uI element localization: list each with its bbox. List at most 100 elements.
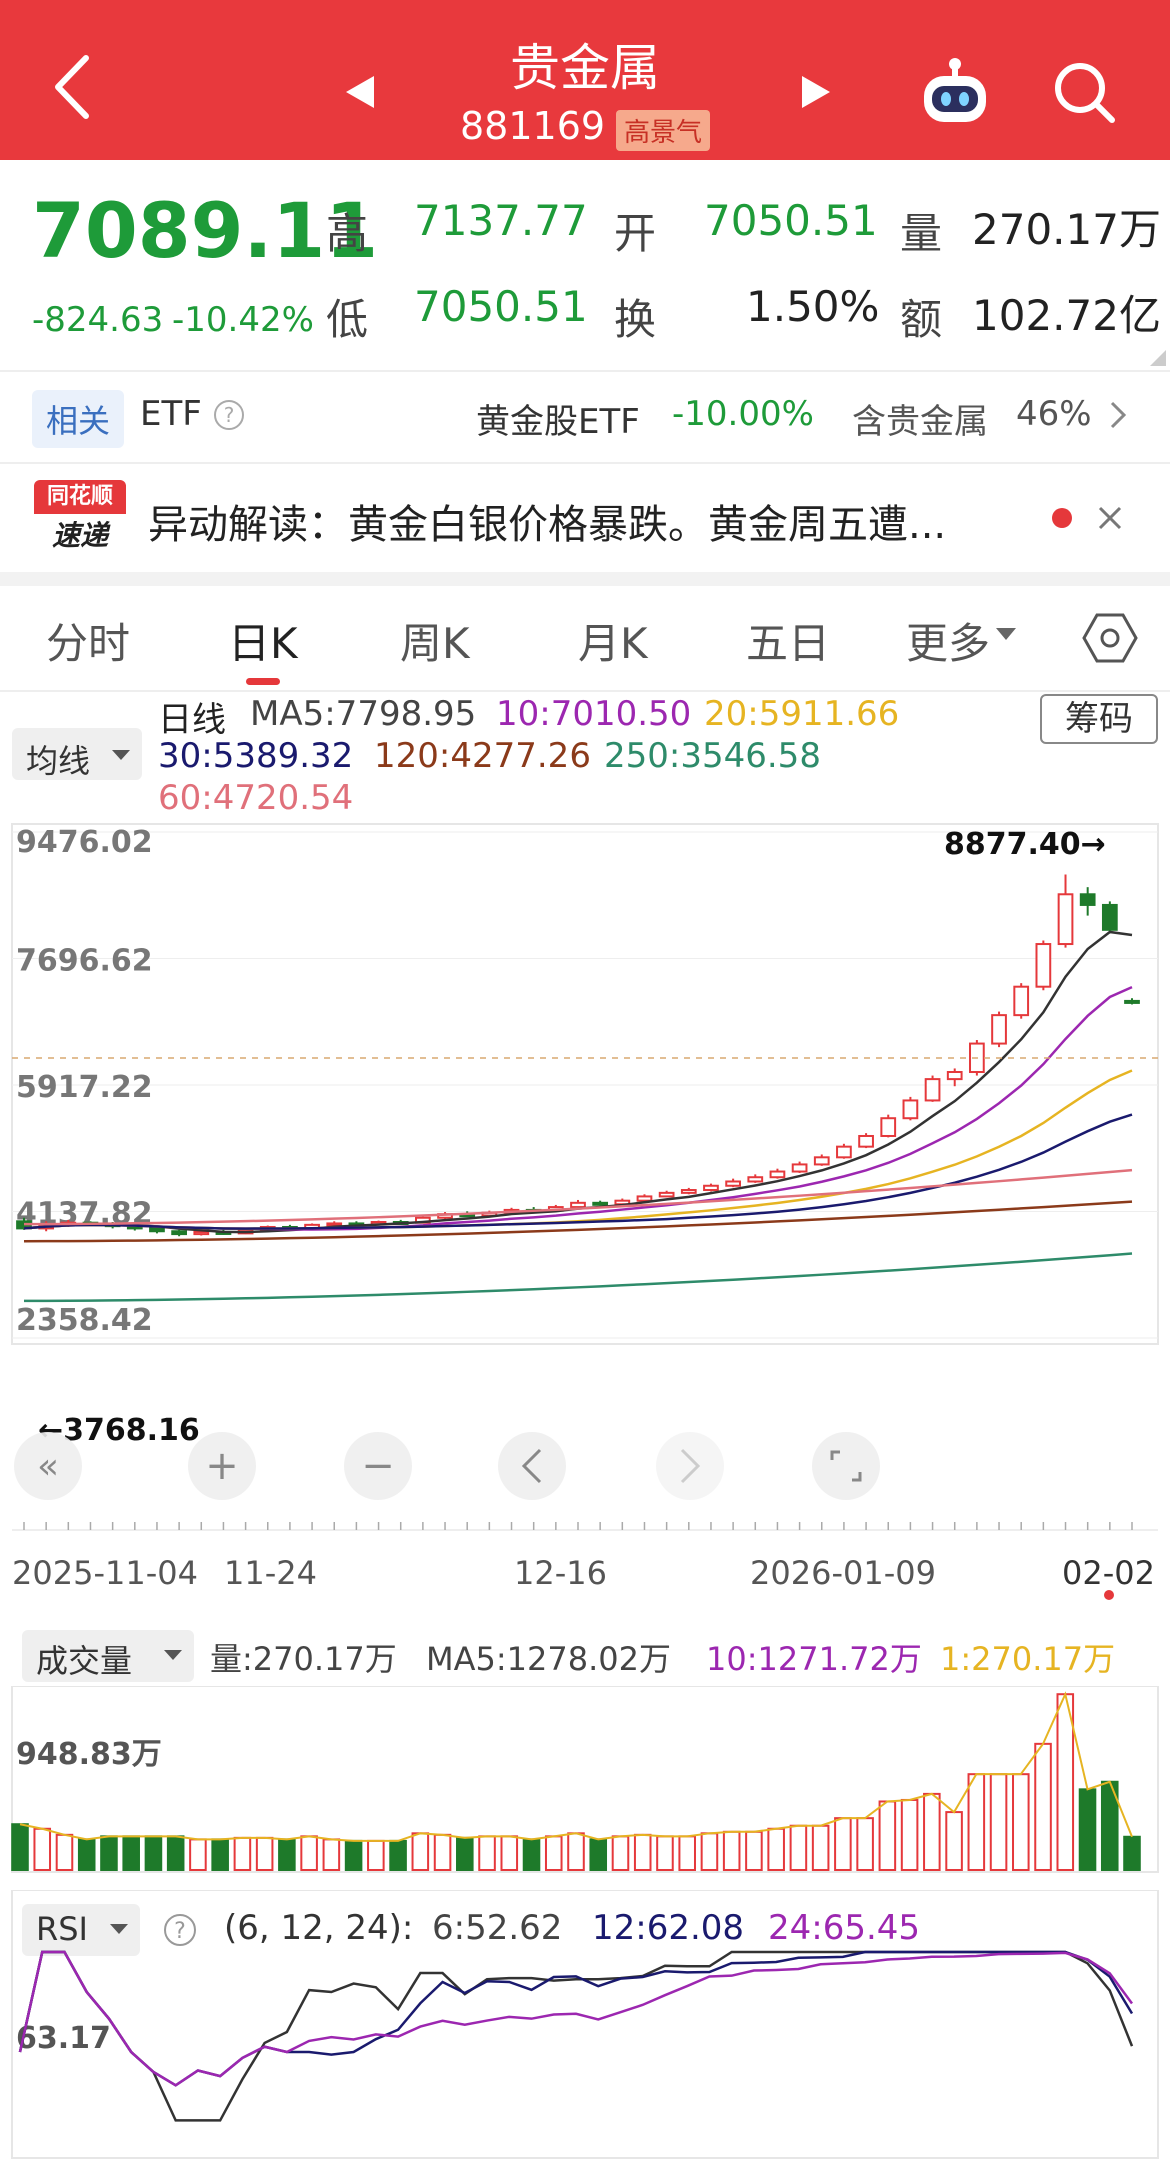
candle-body bbox=[680, 1189, 697, 1194]
close-icon[interactable] bbox=[1094, 502, 1126, 534]
volume-bar bbox=[278, 1838, 296, 1872]
open-label: 开 bbox=[614, 209, 657, 258]
next-stock-icon[interactable] bbox=[796, 72, 836, 112]
volume-bar bbox=[389, 1839, 407, 1872]
etf-label: ETF bbox=[140, 394, 202, 434]
volume-bar bbox=[411, 1832, 430, 1872]
news-bar[interactable]: 同花顺 速递 异动解读：黄金白银价格暴跌。黄金周五遭... bbox=[0, 462, 1170, 586]
scroll-right-button[interactable] bbox=[656, 1432, 724, 1500]
candle-body bbox=[791, 1163, 808, 1173]
candle-body bbox=[836, 1145, 852, 1159]
volume-bar bbox=[878, 1800, 897, 1871]
rsi-selector[interactable]: RSI bbox=[22, 1904, 140, 1956]
candle-body bbox=[902, 1099, 919, 1120]
corner-fold-icon bbox=[1150, 350, 1166, 366]
robot-assistant-icon[interactable] bbox=[918, 56, 992, 126]
candle-body bbox=[924, 1078, 941, 1102]
help-icon[interactable]: ? bbox=[162, 1912, 198, 1948]
volume-bar bbox=[522, 1838, 541, 1872]
tab-daily-k[interactable]: 日K bbox=[228, 619, 298, 668]
ma10-line bbox=[23, 985, 1133, 1231]
amount-value: 102.72亿 bbox=[972, 291, 1161, 340]
candle-body bbox=[703, 1184, 719, 1192]
ma60-line bbox=[23, 1168, 1133, 1226]
candle-body bbox=[858, 1134, 874, 1148]
y-tick-label: 9476.02 bbox=[16, 825, 153, 860]
scroll-left-button[interactable] bbox=[498, 1432, 566, 1500]
volume-bar bbox=[344, 1839, 363, 1872]
back-arrow-icon[interactable] bbox=[48, 52, 98, 122]
prev-stock-icon[interactable] bbox=[340, 72, 380, 112]
y-tick-label: 2358.42 bbox=[16, 1303, 153, 1338]
open-value: 7050.51 bbox=[704, 196, 878, 245]
period-label: 日线 bbox=[158, 700, 226, 740]
svg-text:+: + bbox=[205, 1443, 239, 1489]
candle-body bbox=[747, 1176, 764, 1183]
volume-bar bbox=[834, 1817, 852, 1872]
candle-body bbox=[193, 1230, 210, 1236]
rsi6-value: 6:52.62 bbox=[432, 1908, 563, 1948]
zoom-out-button[interactable]: − bbox=[344, 1432, 412, 1500]
ths-express-logo: 同花顺 速递 bbox=[34, 480, 126, 556]
search-icon[interactable] bbox=[1052, 60, 1116, 124]
tab-weekly-k[interactable]: 周K bbox=[400, 619, 470, 668]
volume-bar bbox=[500, 1835, 519, 1872]
price-change: -824.63 bbox=[32, 300, 164, 340]
volume-bar bbox=[722, 1830, 741, 1872]
unread-dot-icon bbox=[1052, 508, 1072, 528]
stock-code: 881169 bbox=[460, 104, 606, 148]
volume-bar bbox=[989, 1773, 1008, 1871]
tab-five-day[interactable]: 五日 bbox=[746, 619, 831, 668]
high-value: 7137.77 bbox=[414, 196, 588, 245]
header-bar: 贵金属 881169 高景气 bbox=[0, 0, 1170, 160]
related-etf-bar[interactable]: 相关 ETF ? 黄金股ETF -10.00% 含贵金属 46% bbox=[0, 372, 1170, 464]
volume-bar bbox=[100, 1835, 118, 1872]
volume-bar bbox=[367, 1839, 385, 1872]
turnover-value: 1.50% bbox=[746, 282, 880, 331]
tab-monthly-k[interactable]: 月K bbox=[578, 619, 648, 668]
zoom-in-button[interactable]: + bbox=[188, 1432, 256, 1500]
volume-bar bbox=[544, 1835, 563, 1872]
x-tick-label: 02-02 bbox=[1062, 1554, 1155, 1592]
etf-fund-change: -10.00% bbox=[672, 394, 814, 434]
chip-distribution-button[interactable]: 筹码 bbox=[1040, 694, 1158, 744]
volume-bar bbox=[33, 1827, 52, 1872]
volume-bar bbox=[122, 1835, 140, 1872]
candle-body bbox=[1101, 903, 1118, 931]
prosperity-tag[interactable]: 高景气 bbox=[616, 110, 711, 151]
rsi12-line bbox=[18, 1950, 1134, 2087]
ma30-value: 30:5389.32 bbox=[158, 736, 354, 776]
candle-body bbox=[171, 1230, 187, 1236]
tab-more[interactable]: 更多 bbox=[906, 619, 991, 668]
volume-bar bbox=[767, 1827, 785, 1872]
low-label: 低 bbox=[326, 295, 369, 344]
volume-selector[interactable]: 成交量 bbox=[22, 1630, 194, 1682]
volume-bar bbox=[55, 1833, 74, 1872]
candle-body bbox=[658, 1191, 675, 1198]
volume-bar bbox=[589, 1838, 608, 1872]
candle-body bbox=[326, 1222, 343, 1227]
tab-intraday[interactable]: 分时 bbox=[46, 619, 131, 668]
fullscreen-button[interactable] bbox=[812, 1432, 880, 1500]
help-icon[interactable]: ? bbox=[212, 398, 246, 432]
candle-body bbox=[1013, 985, 1030, 1017]
ma120-value: 120:4277.26 bbox=[374, 736, 591, 776]
last-price: 7089.11 bbox=[32, 186, 379, 275]
rsi-params: (6, 12, 24): bbox=[224, 1908, 414, 1948]
chevron-right-icon[interactable] bbox=[1108, 400, 1128, 430]
volume-bar bbox=[211, 1838, 229, 1872]
volume-chart[interactable]: 948.83万 bbox=[0, 1686, 1170, 1876]
y-tick-label: 5917.22 bbox=[16, 1070, 153, 1105]
turnover-label: 换 bbox=[614, 295, 657, 344]
price-change-pct: -10.42% bbox=[172, 300, 314, 340]
volume-ma10: 10:1271.72万 bbox=[706, 1640, 922, 1678]
settings-hexagon-icon[interactable] bbox=[1082, 610, 1138, 666]
volume-ma1: 1:270.17万 bbox=[940, 1640, 1116, 1678]
rsi24-line bbox=[18, 1950, 1134, 2087]
news-headline[interactable]: 异动解读：黄金白银价格暴跌。黄金周五遭... bbox=[148, 502, 947, 548]
zoom-out-all-button[interactable]: « bbox=[14, 1432, 82, 1500]
rsi-chart[interactable]: 63.17 bbox=[0, 1890, 1170, 2160]
ma-selector[interactable]: 均线 bbox=[12, 728, 142, 780]
amount-label: 额 bbox=[900, 295, 943, 344]
